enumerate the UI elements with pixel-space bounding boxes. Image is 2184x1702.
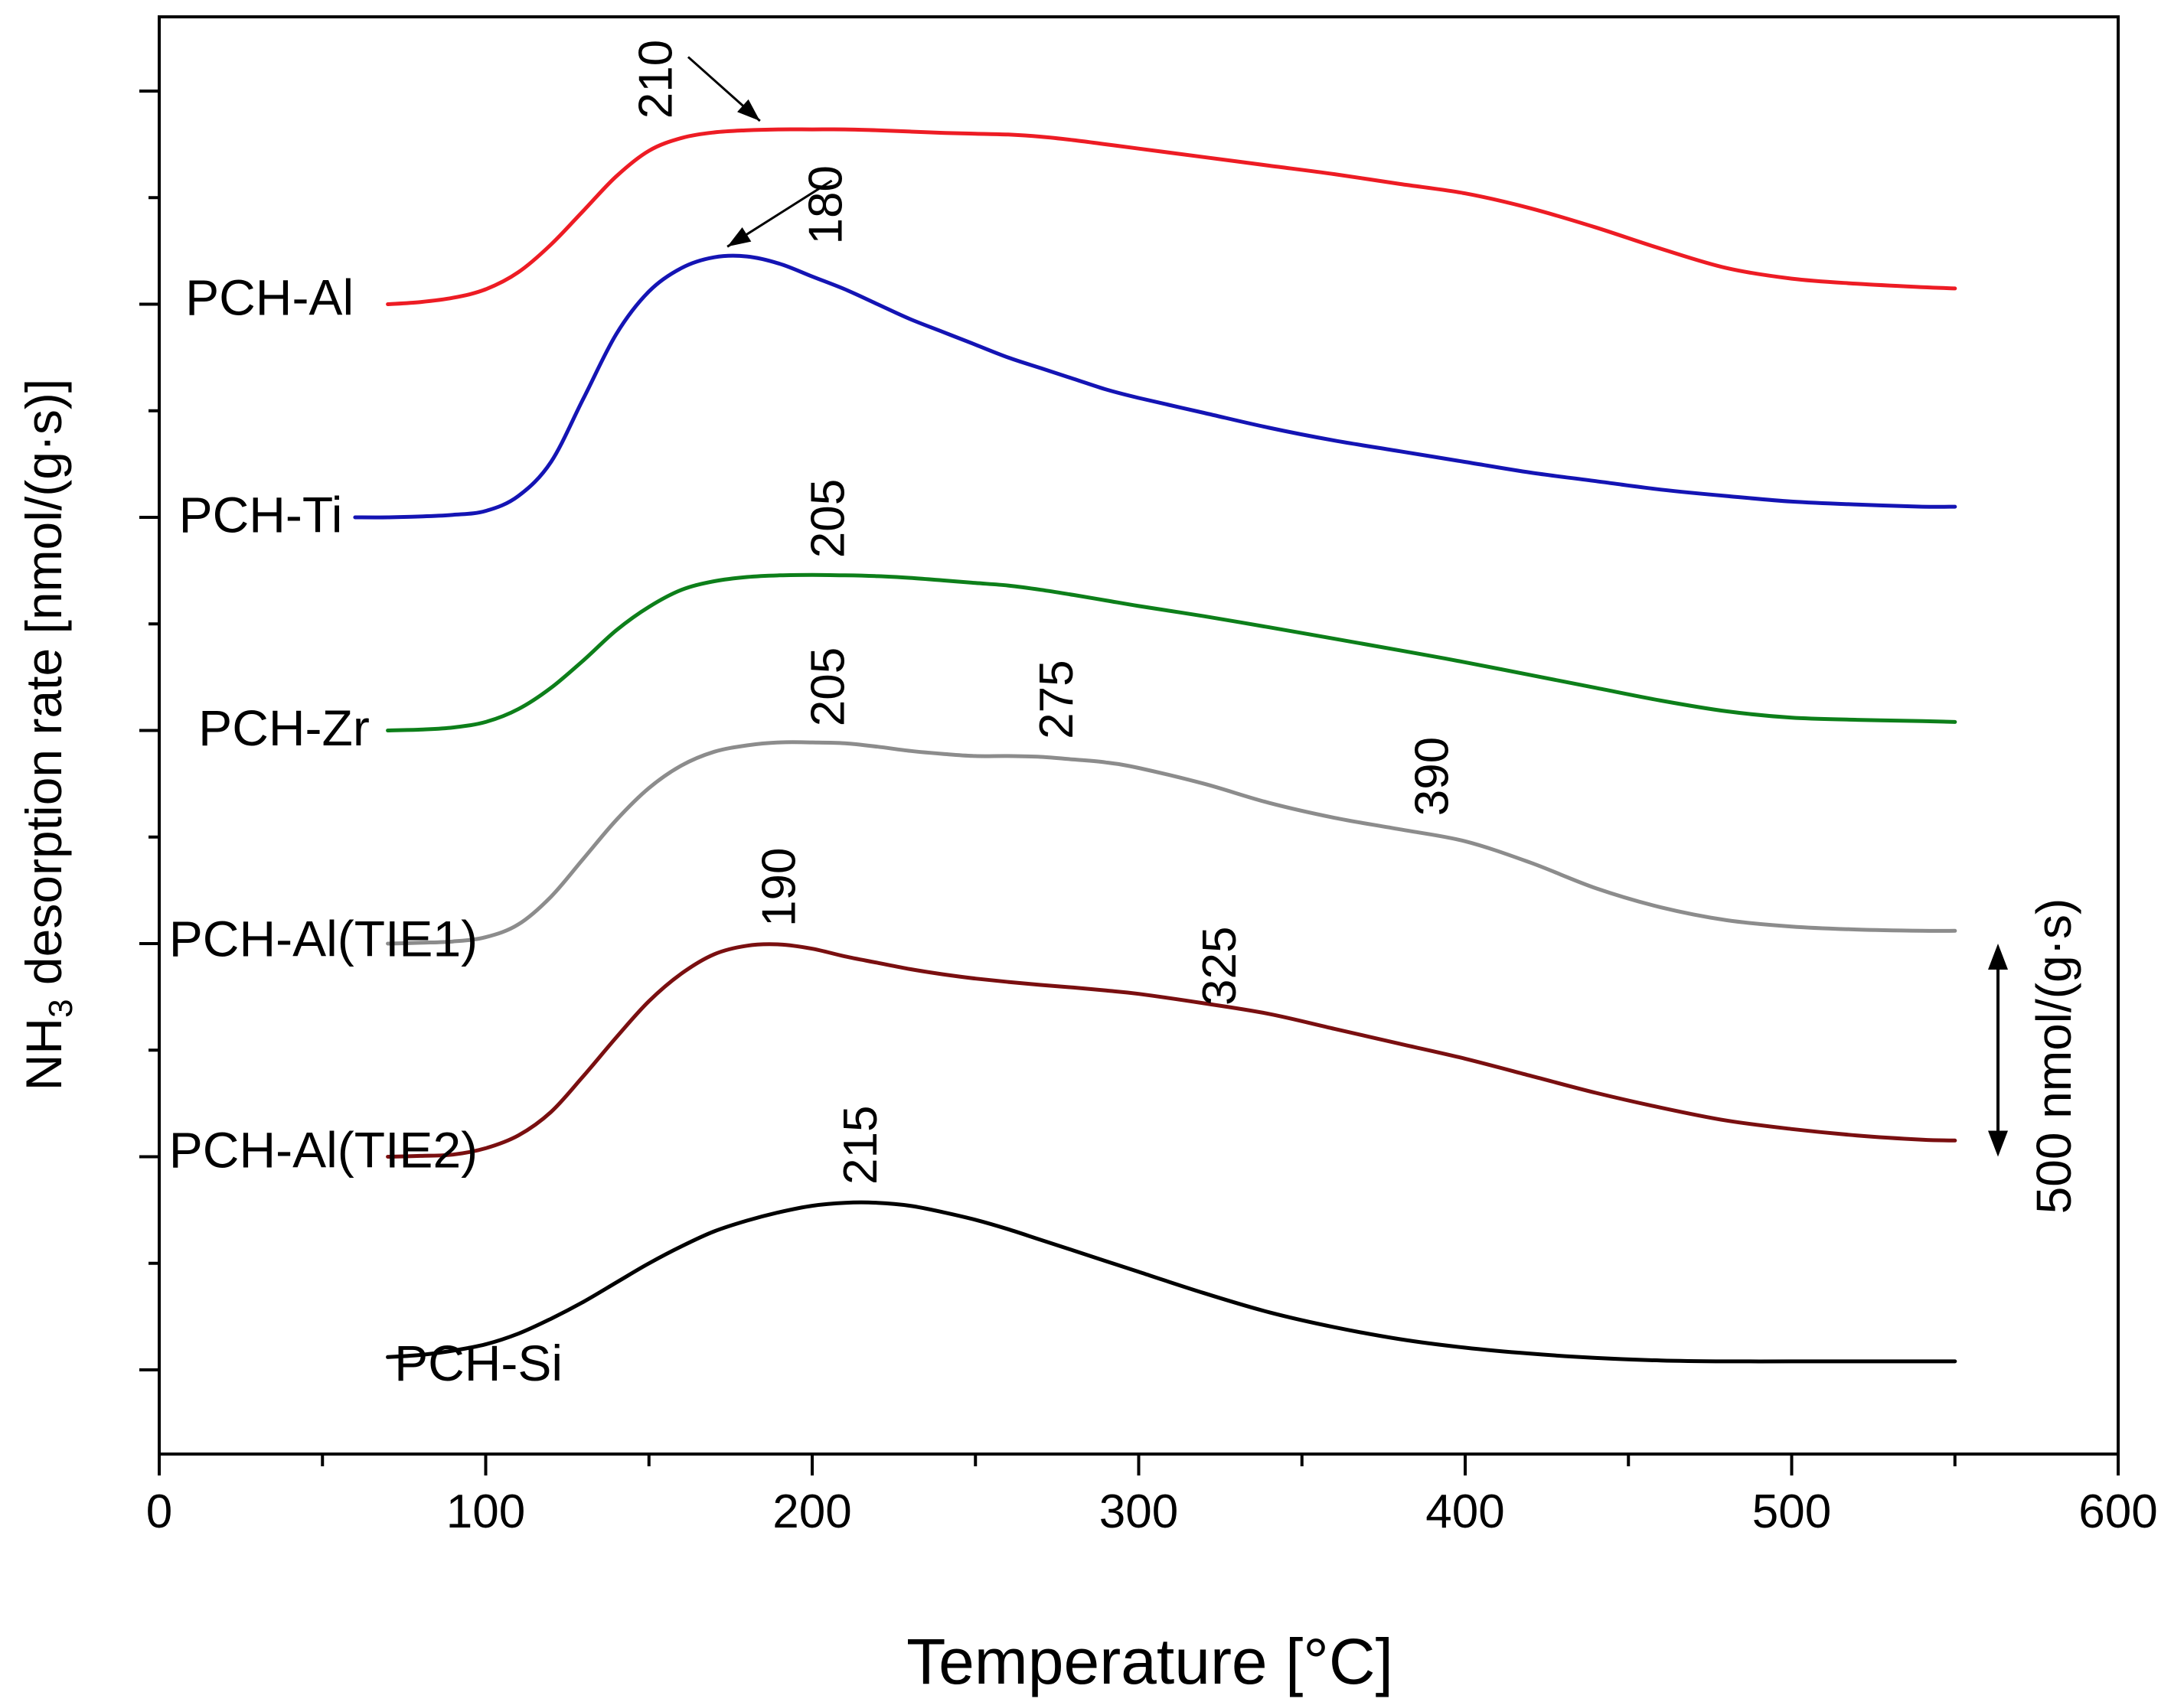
x-tick-label: 0	[146, 1485, 172, 1538]
scale-bar-label: 500 nmol/(g·s)	[2026, 898, 2081, 1215]
arrow-head	[727, 227, 752, 247]
x-tick-label: 400	[1425, 1485, 1504, 1538]
peak-label: 180	[799, 165, 852, 244]
series-label: PCH-Al	[185, 269, 354, 325]
series-label: PCH-Ti	[179, 486, 343, 543]
series-line-pch-al-tie2	[386, 942, 1957, 1159]
peak-label: 275	[1030, 660, 1083, 739]
series-label: PCH-Zr	[198, 699, 370, 756]
peak-label: 205	[801, 479, 854, 558]
x-tick-label: 200	[772, 1485, 851, 1538]
peak-label: 205	[801, 647, 854, 726]
series-line-pch-al	[386, 127, 1957, 306]
x-axis-ticks: 0 100 200 300 400 500 600	[146, 1454, 2158, 1538]
series-layer	[353, 127, 1957, 1364]
arrow-head	[737, 99, 760, 121]
peak-arrows	[687, 56, 833, 248]
peak-label: 210	[630, 40, 683, 119]
peak-label: 190	[752, 848, 805, 927]
scale-bar-arrow-up	[1988, 944, 2008, 970]
series-line-pch-ti	[353, 253, 1957, 520]
peak-label: 215	[834, 1106, 887, 1185]
x-axis-title: Temperature [°C]	[906, 1625, 1393, 1697]
x-tick-label: 600	[2078, 1485, 2157, 1538]
series-line-pch-zr	[386, 572, 1957, 732]
peak-label: 325	[1193, 927, 1246, 1006]
series-label: PCH-Si	[394, 1335, 563, 1391]
peak-label: 390	[1405, 737, 1458, 816]
y-axis-title-suffix: desorption rate [nmol/(g·s)]	[15, 379, 72, 999]
series-label: PCH-Al(TIE2)	[169, 1121, 478, 1178]
y-axis-title-prefix: NH	[15, 1018, 72, 1091]
scale-bar-arrow-down	[1988, 1130, 2008, 1157]
series-label: PCH-Al(TIE1)	[169, 911, 478, 967]
x-tick-label: 300	[1099, 1485, 1178, 1538]
series-line-pch-al-tie1	[386, 740, 1957, 946]
plot-frame	[158, 15, 2120, 1456]
y-axis-title-subscript: 3	[42, 999, 80, 1017]
x-tick-label: 100	[446, 1485, 525, 1538]
y-axis-ticks	[139, 90, 159, 1371]
series-line-pch-si	[386, 1200, 1957, 1364]
scale-bar	[1988, 944, 2008, 1157]
labels-layer: PCH-Si 215 PCH-Al(TIE2) 190 325 PCH-Al(TIE1) 2…	[169, 40, 1459, 1391]
y-axis-title: NH3 desorption rate [nmol/(g·s)]	[15, 379, 80, 1091]
x-tick-label: 500	[1752, 1485, 1831, 1538]
